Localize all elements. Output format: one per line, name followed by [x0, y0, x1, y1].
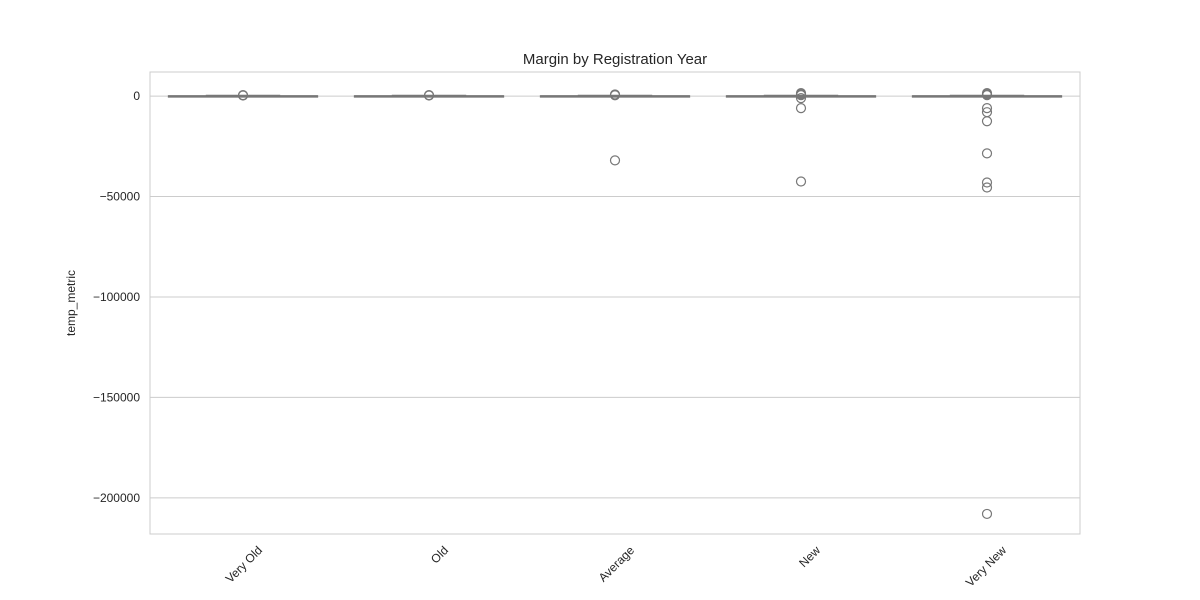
y-tick-label: −100000	[93, 290, 140, 304]
outlier-point	[609, 90, 621, 101]
outlier-point	[981, 182, 993, 193]
y-axis-label: temp_metric	[64, 270, 78, 336]
outlier-point	[795, 176, 807, 187]
y-tick-label: −150000	[93, 390, 140, 404]
box-very-old	[167, 89, 319, 101]
x-tick-label: New	[796, 543, 823, 570]
outlier-point	[981, 103, 993, 114]
y-tick-label: 0	[133, 89, 140, 103]
outlier-point	[981, 508, 993, 520]
outlier-point	[795, 89, 807, 101]
outlier-point	[237, 90, 249, 101]
y-tick-label: −50000	[100, 190, 141, 204]
x-tick-label: Very Old	[223, 543, 265, 585]
box-new	[725, 87, 877, 187]
outlier-point	[981, 116, 993, 127]
outlier-point	[795, 93, 807, 104]
x-tick-label: Very New	[963, 543, 1009, 589]
chart-title: Margin by Registration Year	[523, 51, 707, 68]
plot-frame	[149, 71, 1081, 535]
y-axis-ticks: 0 −50000 −100000 −150000 −200000	[93, 89, 140, 505]
x-tick-label: Old	[428, 543, 451, 566]
outlier-point	[981, 148, 993, 159]
boxes	[167, 87, 1063, 520]
outlier-point	[981, 89, 993, 101]
outlier-point	[609, 155, 621, 166]
x-tick-label: Average	[596, 543, 638, 585]
outlier-point	[423, 90, 435, 101]
outlier-point	[981, 177, 993, 188]
box-old	[353, 89, 505, 101]
x-axis-ticks: Very Old Old Average New Very New	[223, 543, 1010, 589]
y-tick-label: −200000	[93, 491, 140, 505]
outlier-point	[795, 103, 807, 114]
box-very-new	[911, 87, 1063, 520]
box-average	[539, 89, 691, 166]
